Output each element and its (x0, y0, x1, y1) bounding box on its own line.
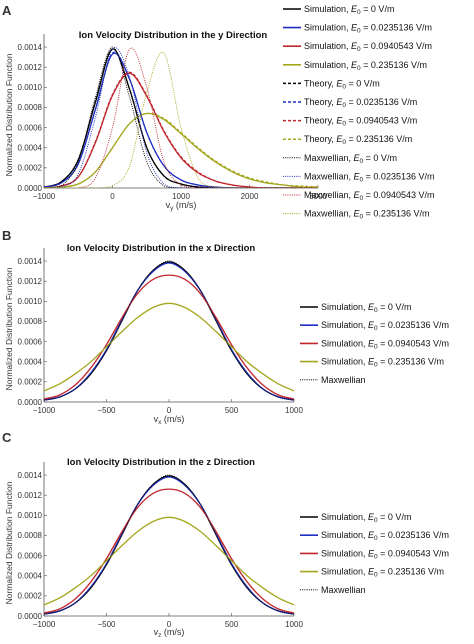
panel-letter: A (2, 3, 12, 18)
x-tick-label: 1000 (285, 406, 303, 415)
y-axis-label: Normalized Distribution Function (4, 53, 14, 176)
series-line-4 (44, 260, 294, 401)
x-tick-label: 1000 (285, 620, 303, 629)
legend-entry: Simulation, E0 = 0.0940543 V/m (304, 41, 432, 53)
legend-entry: Simulation, E0 = 0.0235136 V/m (321, 530, 449, 542)
series-line-4 (44, 474, 294, 615)
legend-entry: Simulation, E0 = 0.0235136 V/m (304, 23, 432, 35)
y-tick-label: 0.0002 (18, 378, 43, 387)
legend-entry: Simulation, E0 = 0.235136 V/m (321, 567, 444, 579)
series-line-3 (44, 302, 294, 392)
y-tick-label: 0.0006 (18, 123, 43, 132)
series-line-4 (44, 48, 318, 188)
series-line-1 (44, 52, 318, 188)
series-line-1 (44, 262, 294, 401)
panel-b: B Ion Velocity Distribution in the x Dire… (2, 228, 449, 426)
x-tick-label: −500 (97, 406, 116, 415)
x-tick-label: −1000 (33, 406, 56, 415)
y-tick-label: 0.0006 (18, 551, 43, 560)
legend-entry: Simulation, E0 = 0 V/m (304, 4, 394, 16)
series-line-2 (44, 274, 294, 400)
y-tick-label: 0.0012 (18, 491, 43, 500)
legend-entry: Maxwellian (321, 375, 366, 385)
series-line-3 (44, 112, 318, 188)
series-line-3 (44, 516, 294, 606)
legend-entry: Simulation, E0 = 0.235136 V/m (321, 357, 444, 369)
x-tick-label: −500 (97, 620, 116, 629)
legend-entry: Maxwellian, E0 = 0.235136 V/m (304, 209, 429, 221)
panel-letter: C (2, 430, 12, 445)
legend-entry: Maxwellian, E0 = 0.0235136 V/m (304, 171, 434, 183)
y-tick-label: 0.0014 (18, 471, 43, 480)
y-tick-label: 0.0000 (18, 184, 43, 193)
x-tick-label: 0 (167, 620, 172, 629)
y-tick-label: 0.0010 (18, 511, 43, 520)
legend-entry: Simulation, E0 = 0.235136 V/m (304, 60, 427, 72)
y-tick-label: 0.0004 (18, 358, 43, 367)
y-tick-label: 0.0002 (18, 164, 43, 173)
y-tick-label: 0.0014 (18, 43, 43, 52)
legend-entry: Theory, E0 = 0.0235136 V/m (304, 97, 417, 109)
x-tick-label: 3000 (309, 192, 327, 201)
x-tick-label: 500 (225, 406, 239, 415)
y-tick-label: 0.0010 (18, 83, 43, 92)
legend-entry: Theory, E0 = 0.235136 V/m (304, 134, 412, 146)
legend-entry: Simulation, E0 = 0 V/m (321, 512, 411, 524)
x-tick-label: 1000 (172, 192, 190, 201)
panel-letter: B (2, 228, 11, 243)
y-tick-label: 0.0000 (18, 398, 43, 407)
x-axis-label: vx (m/s) (154, 414, 185, 426)
chart-title: Ion Velocity Distribution in the y Direc… (79, 30, 268, 41)
x-tick-label: 0 (110, 192, 115, 201)
y-tick-label: 0.0002 (18, 592, 43, 601)
series-line-11 (44, 51, 318, 188)
y-axis-label: Normalized Distribution Function (4, 267, 14, 390)
series-line-2 (44, 488, 294, 614)
legend-entry: Theory, E0 = 0.0940543 V/m (304, 116, 417, 128)
y-tick-label: 0.0008 (18, 531, 43, 540)
legend-entry: Simulation, E0 = 0.0940543 V/m (321, 338, 449, 350)
y-tick-label: 0.0014 (18, 257, 43, 266)
y-axis-label: Normalized Distribution Function (4, 481, 14, 604)
series-line-5 (44, 51, 318, 188)
series-line-2 (44, 72, 318, 188)
legend-entry: Simulation, E0 = 0.0940543 V/m (321, 548, 449, 560)
series-line-1 (44, 476, 294, 615)
panel-a: A Ion Velocity Distribution in the y Dire… (2, 3, 434, 221)
legend-entry: Theory, E0 = 0 V/m (304, 78, 380, 90)
chart-title: Ion Velocity Distribution in the x Direc… (67, 243, 256, 254)
series-line-0 (44, 48, 318, 188)
chart-title: Ion Velocity Distribution in the z Direc… (67, 457, 255, 468)
x-tick-label: −1000 (33, 192, 56, 201)
y-tick-label: 0.0012 (18, 277, 43, 286)
y-tick-label: 0.0000 (18, 612, 43, 621)
y-tick-label: 0.0012 (18, 63, 43, 72)
x-tick-label: 0 (167, 406, 172, 415)
series-line-10 (44, 47, 318, 188)
x-tick-label: 2000 (241, 192, 259, 201)
x-axis-label: vz (m/s) (154, 627, 185, 639)
legend-entry: Maxwellian, E0 = 0.0940543 V/m (304, 190, 434, 202)
y-tick-label: 0.0008 (18, 317, 43, 326)
panel-c: C Ion Velocity Distribution in the z Dire… (2, 430, 449, 639)
y-tick-label: 0.0004 (18, 572, 43, 581)
series-line-9 (44, 47, 318, 188)
y-tick-label: 0.0010 (18, 297, 43, 306)
y-tick-label: 0.0006 (18, 337, 43, 346)
series-line-6 (44, 71, 318, 188)
legend-entry: Simulation, E0 = 0.0235136 V/m (321, 320, 449, 332)
y-tick-label: 0.0004 (18, 144, 43, 153)
x-axis-label: vy (m/s) (166, 200, 197, 212)
legend-entry: Maxwellian (321, 585, 366, 595)
series-line-7 (44, 112, 318, 188)
x-tick-label: −1000 (33, 620, 56, 629)
y-tick-label: 0.0008 (18, 103, 43, 112)
legend-entry: Simulation, E0 = 0 V/m (321, 302, 411, 314)
legend-entry: Maxwellian, E0 = 0 V/m (304, 153, 397, 165)
x-tick-label: 500 (225, 620, 239, 629)
